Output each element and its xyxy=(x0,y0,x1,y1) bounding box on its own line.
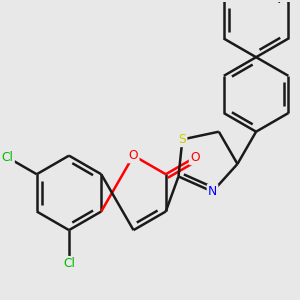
Text: N: N xyxy=(208,185,217,198)
Text: Cl: Cl xyxy=(63,257,75,270)
Text: O: O xyxy=(129,149,138,162)
Text: O: O xyxy=(190,151,200,164)
Text: S: S xyxy=(178,133,186,146)
Text: Cl: Cl xyxy=(2,151,14,164)
